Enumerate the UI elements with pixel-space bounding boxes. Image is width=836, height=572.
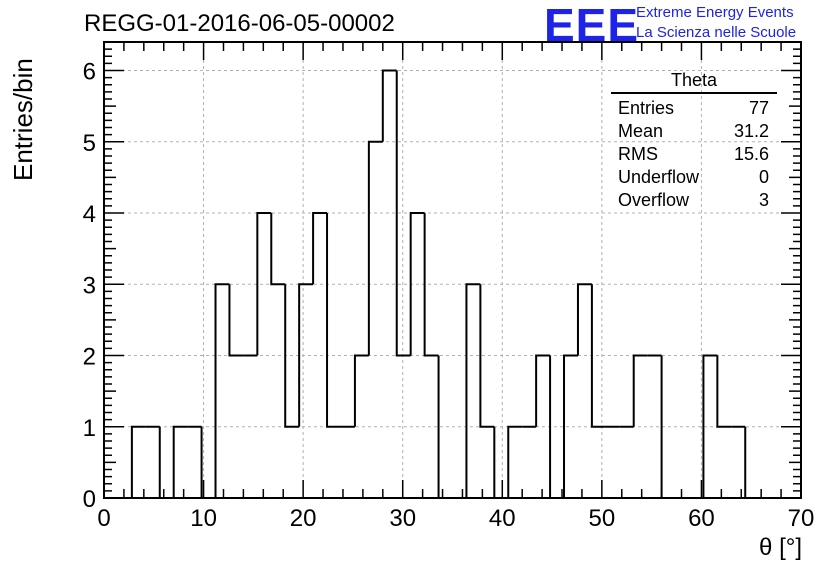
y-tick-label: 1 [83, 415, 96, 442]
logo-line-1: Extreme Energy Events [636, 4, 794, 21]
stats-value: 15.6 [733, 144, 769, 164]
histogram-bin [312, 212, 328, 285]
y-tick-label: 2 [83, 344, 96, 371]
histogram-bin [256, 212, 272, 356]
stats-row-overflow: Overflow 3 [611, 189, 777, 212]
x-tick-label: 20 [290, 505, 317, 532]
y-tick-label: 6 [83, 59, 96, 86]
x-tick-label: 30 [389, 505, 416, 532]
histogram-bin [423, 213, 439, 357]
stats-value: 0 [758, 167, 769, 187]
histogram-bin [632, 354, 648, 427]
stats-label: Entries [618, 98, 675, 118]
x-axis-label: θ [°] [759, 534, 802, 561]
histogram-bin [228, 284, 244, 357]
y-tick-label: 4 [83, 201, 96, 228]
stats-label: RMS [618, 144, 658, 164]
stats-value: 31.2 [733, 121, 769, 141]
histogram-bin [576, 283, 592, 356]
histogram-bin [172, 425, 188, 498]
histogram-bin [326, 213, 341, 428]
stats-title: Theta [611, 70, 777, 94]
x-tick-label: 10 [190, 505, 217, 532]
histogram-bin [130, 425, 146, 498]
x-tick-label: 60 [688, 505, 715, 532]
histogram-bin [395, 70, 411, 357]
chart-title: REGG-01-2016-06-05-00002 [84, 10, 395, 37]
stats-label: Underflow [618, 167, 700, 187]
x-tick-label: 50 [589, 505, 616, 532]
y-tick-label: 3 [83, 272, 96, 299]
histogram-bin [590, 284, 606, 428]
histogram-bin [716, 355, 732, 428]
histogram-bin [367, 140, 383, 356]
stats-box: Theta Entries 77 Mean 31.2 RMS 15.6 Unde… [611, 70, 777, 212]
histogram-bin [507, 425, 523, 498]
stats-value: 77 [748, 98, 769, 118]
x-tick-label: 70 [788, 505, 815, 532]
stats-row-mean: Mean 31.2 [611, 120, 777, 143]
histogram-bin [409, 212, 425, 356]
stats-row-entries: Entries 77 [611, 97, 777, 120]
histogram-bin [493, 426, 509, 499]
logo-line-2: La Scienza nelle Scuole [636, 24, 797, 41]
y-tick-label: 5 [83, 130, 96, 157]
stats-row-rms: RMS 15.6 [611, 143, 777, 166]
histogram-bin [381, 69, 397, 142]
histogram-bin [702, 354, 718, 498]
histogram-bin [465, 283, 481, 498]
histogram-bin [563, 354, 578, 498]
histogram-bin [284, 284, 300, 428]
histogram-bin [535, 354, 551, 427]
y-tick-label: 0 [83, 486, 96, 513]
histogram-bin [353, 354, 369, 427]
axis-ticks [103, 41, 802, 499]
stats-row-underflow: Underflow 0 [611, 166, 777, 189]
x-tick-label: 0 [97, 505, 110, 532]
logo-mark: EEE [544, 0, 640, 51]
histogram-bin [298, 283, 314, 427]
y-axis-label: Entries/bin [8, 58, 38, 181]
stats-value: 3 [758, 190, 769, 210]
histogram-bin [214, 283, 230, 498]
histogram-bin [158, 426, 174, 499]
stats-label: Overflow [618, 190, 690, 210]
histogram-bin [744, 426, 760, 499]
x-tick-label: 40 [489, 505, 516, 532]
histogram-bin [479, 284, 495, 428]
stats-label: Mean [618, 121, 664, 141]
histogram-bin [270, 213, 286, 286]
